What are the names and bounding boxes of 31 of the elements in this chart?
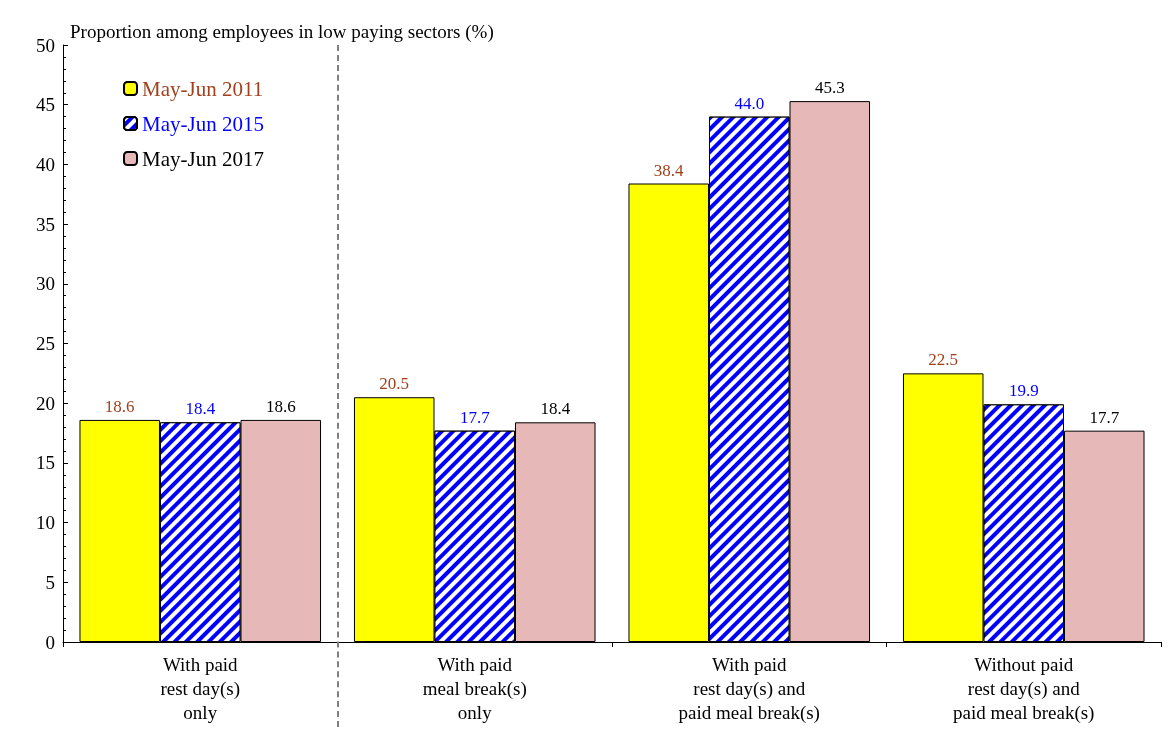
x-tick-label: With paid rest day(s) only [160, 653, 241, 723]
data-label: 17.7 [1089, 407, 1120, 427]
y-tick-label: 35 [36, 213, 55, 235]
data-label: 18.4 [540, 399, 571, 419]
y-tick-label: 50 [36, 34, 55, 56]
y-tick-label: 10 [36, 512, 55, 534]
data-label: 45.3 [814, 78, 845, 98]
data-label: 22.5 [928, 350, 959, 370]
data-label: 18.4 [185, 399, 216, 419]
data-label: 19.9 [1008, 381, 1039, 401]
data-label: 44.0 [734, 93, 765, 113]
data-label: 38.4 [653, 160, 685, 180]
y-tick-label: 40 [36, 153, 55, 175]
y-tick-label: 20 [36, 392, 55, 414]
data-label: 18.6 [265, 396, 296, 416]
y-tick-label: 45 [36, 94, 55, 116]
legend-label: May-Jun 2011 [142, 76, 264, 101]
data-label: 20.5 [379, 374, 410, 394]
y-tick-label: 0 [45, 631, 55, 653]
data-label: 17.7 [459, 407, 491, 427]
y-tick-label: 15 [36, 452, 55, 474]
legend-label: May-Jun 2017 [142, 146, 264, 171]
x-tick-label: Without paid rest day(s) and paid meal break(s) [953, 653, 1095, 724]
y-tick-label: 5 [45, 571, 55, 593]
x-tick-label: With paid meal break(s) only [422, 653, 527, 723]
y-tick-label: 30 [36, 273, 55, 295]
x-tick-label: With paid rest day(s) and paid meal break(s) [678, 653, 820, 724]
y-tick-label: 25 [36, 333, 55, 354]
data-label: 18.6 [104, 396, 135, 416]
y-axis-title: Proportion among employees in low paying sectors (%) [70, 21, 494, 43]
legend-label: May-Jun 2015 [142, 111, 264, 136]
